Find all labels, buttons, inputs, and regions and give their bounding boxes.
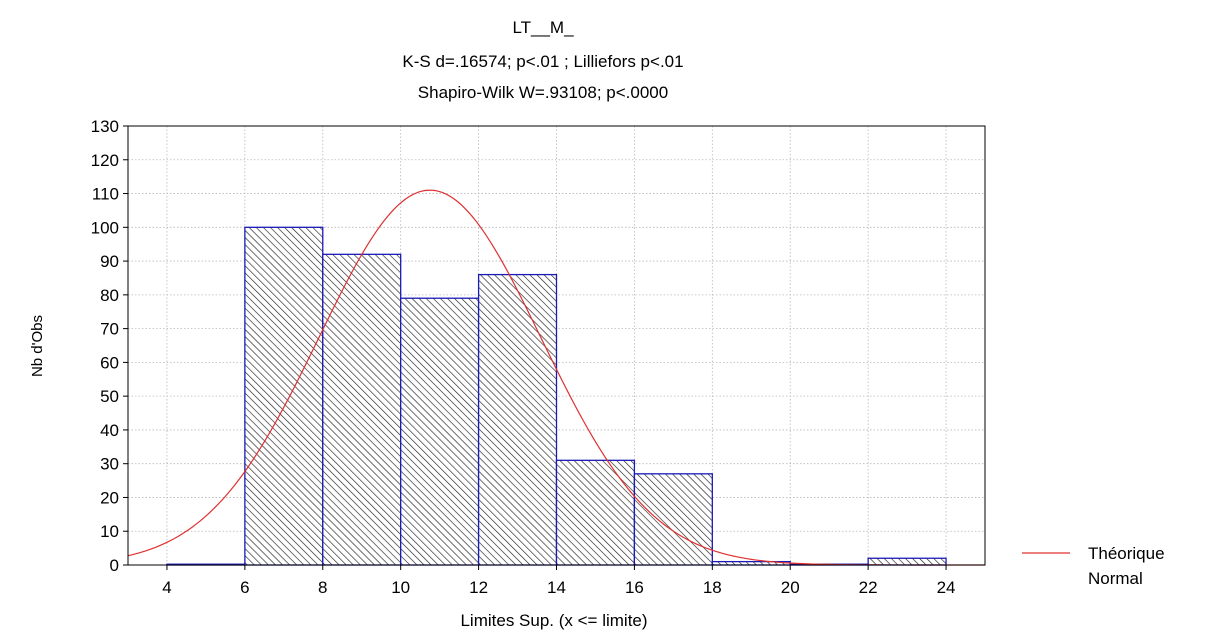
y-tick-label: 0 bbox=[110, 556, 119, 575]
histogram-bar bbox=[322, 253, 402, 566]
legend: Théorique Normal bbox=[1022, 544, 1165, 588]
x-tick-label: 10 bbox=[391, 578, 410, 597]
y-tick-label: 40 bbox=[100, 421, 119, 440]
bars bbox=[166, 226, 947, 566]
axes bbox=[123, 125, 986, 570]
y-tick-label: 50 bbox=[100, 387, 119, 406]
x-tick-label: 20 bbox=[781, 578, 800, 597]
x-tick-label: 24 bbox=[937, 578, 956, 597]
chart-title: LT__M_ bbox=[512, 18, 574, 37]
x-tick-label: 8 bbox=[318, 578, 327, 597]
y-tick-label: 30 bbox=[100, 455, 119, 474]
histogram-bar bbox=[477, 273, 558, 566]
y-tick-label: 120 bbox=[91, 151, 119, 170]
x-axis-label: Limites Sup. (x <= limite) bbox=[460, 611, 647, 630]
y-tick-label: 80 bbox=[100, 286, 119, 305]
x-tick-label: 14 bbox=[547, 578, 566, 597]
y-axis-label: Nb d'Obs bbox=[29, 315, 46, 377]
histogram-bar bbox=[555, 459, 636, 566]
x-tick-label: 22 bbox=[859, 578, 878, 597]
x-tick-label: 12 bbox=[469, 578, 488, 597]
chart-subtitle-1: K-S d=.16574; p<.01 ; Lilliefors p<.01 bbox=[402, 52, 683, 71]
x-tick-label: 6 bbox=[240, 578, 249, 597]
histogram-bar bbox=[867, 557, 947, 566]
histogram-bar bbox=[400, 297, 480, 566]
legend-label-line2: Normal bbox=[1088, 569, 1143, 588]
y-tick-label: 90 bbox=[100, 252, 119, 271]
y-tick-label: 20 bbox=[100, 488, 119, 507]
y-tick-label: 130 bbox=[91, 117, 119, 136]
y-tick-label: 110 bbox=[92, 185, 119, 204]
x-tick-label: 18 bbox=[703, 578, 722, 597]
x-tick-label: 16 bbox=[625, 578, 644, 597]
histogram-bar bbox=[244, 226, 324, 566]
y-tick-label: 60 bbox=[100, 353, 119, 372]
tick-labels: 0 10 20 30 40 50 60 70 80 90 100 110 120 130 4 6 8 10 12 14… bbox=[91, 117, 956, 597]
x-tick-label: 4 bbox=[162, 578, 171, 597]
histogram-bar bbox=[633, 473, 713, 566]
y-tick-label: 100 bbox=[91, 218, 119, 237]
legend-label-line1: Théorique bbox=[1088, 544, 1165, 563]
y-tick-label: 70 bbox=[100, 320, 119, 339]
chart-subtitle-2: Shapiro-Wilk W=.93108; p<.0000 bbox=[418, 83, 668, 102]
y-tick-label: 10 bbox=[100, 522, 119, 541]
